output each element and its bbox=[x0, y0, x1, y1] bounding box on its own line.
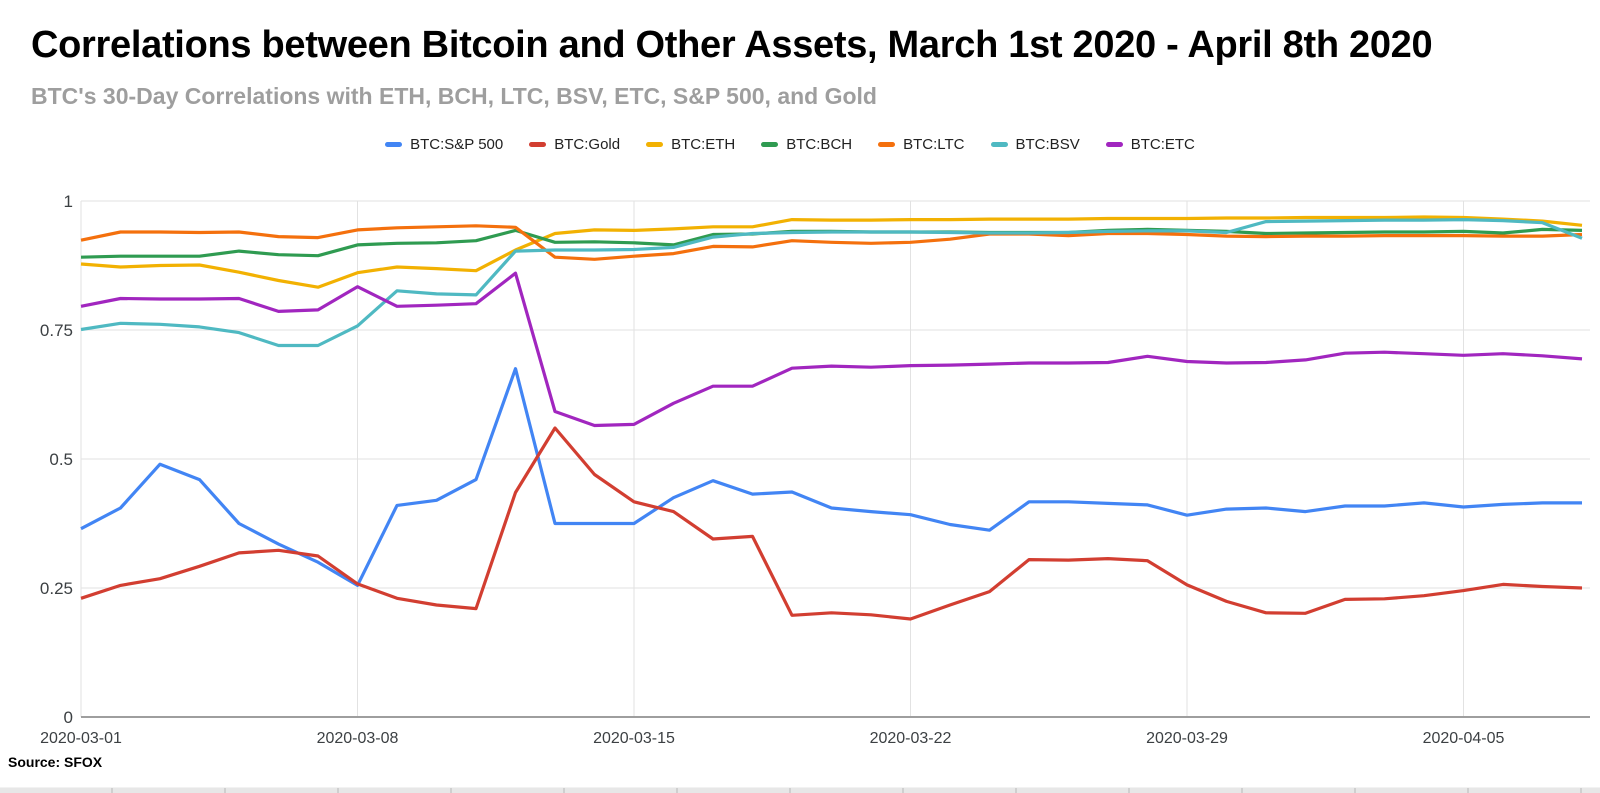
legend-swatch-btc-etc bbox=[1105, 142, 1123, 147]
x-axis-tick-label: 2020-03-22 bbox=[870, 730, 952, 747]
x-axis-tick-label: 2020-04-05 bbox=[1423, 730, 1505, 747]
x-axis-tick-label: 2020-03-08 bbox=[317, 730, 399, 747]
spreadsheet-row-strip bbox=[0, 787, 1600, 793]
legend-label: BTC:BSV bbox=[1015, 136, 1080, 153]
legend-swatch-btc-s-p-500 bbox=[385, 142, 403, 147]
y-axis-tick-label: 0.5 bbox=[49, 450, 73, 469]
series-line-btc-gold bbox=[80, 426, 1583, 621]
legend-item-btc-s-p-500[interactable]: BTC:S&P 500 bbox=[385, 136, 503, 153]
source-note: Source: SFOX bbox=[8, 754, 103, 770]
legend-item-btc-gold[interactable]: BTC:Gold bbox=[529, 136, 620, 153]
series-line-btc-etc bbox=[80, 271, 1583, 428]
chart-subtitle: BTC's 30-Day Correlations with ETH, BCH,… bbox=[31, 83, 877, 109]
y-axis-tick-label: 1 bbox=[64, 192, 73, 211]
legend-item-btc-etc[interactable]: BTC:ETC bbox=[1105, 136, 1195, 153]
legend-swatch-btc-ltc bbox=[878, 142, 896, 147]
x-axis-tick-label: 2020-03-01 bbox=[40, 730, 122, 747]
y-axis-tick-label: 0.25 bbox=[40, 579, 73, 598]
legend-swatch-btc-eth bbox=[646, 142, 664, 147]
x-axis-tick-label: 2020-03-15 bbox=[593, 730, 675, 747]
legend-label: BTC:LTC bbox=[903, 136, 965, 153]
legend-swatch-btc-bch bbox=[761, 142, 779, 147]
legend-label: BTC:ETC bbox=[1130, 136, 1195, 153]
x-axis-tick-label: 2020-03-29 bbox=[1146, 730, 1228, 747]
series-line-btc-s-p-500 bbox=[80, 367, 1582, 588]
legend-swatch-btc-bsv bbox=[990, 142, 1008, 147]
chart-title: Correlations between Bitcoin and Other A… bbox=[31, 24, 1433, 66]
chart-legend: BTC:S&P 500 BTC:Gold BTC:ETH BTC:BCH BTC:LTC… bbox=[0, 136, 1580, 153]
legend-label: BTC:BCH bbox=[786, 136, 853, 153]
series-line-btc-ltc bbox=[80, 224, 1583, 261]
legend-item-btc-bsv[interactable]: BTC:BSV bbox=[990, 136, 1080, 153]
series-line-btc-eth bbox=[80, 215, 1583, 289]
y-axis-tick-label: 0.75 bbox=[40, 321, 73, 340]
y-axis-tick-label: 0 bbox=[64, 708, 73, 727]
legend-label: BTC:Gold bbox=[554, 136, 621, 153]
legend-item-btc-ltc[interactable]: BTC:LTC bbox=[878, 136, 965, 153]
series-line-btc-bsv bbox=[80, 218, 1583, 348]
legend-label: BTC:S&P 500 bbox=[410, 136, 504, 153]
legend-label: BTC:ETH bbox=[671, 136, 736, 153]
legend-item-btc-eth[interactable]: BTC:ETH bbox=[646, 136, 735, 153]
legend-swatch-btc-gold bbox=[529, 142, 547, 147]
legend-item-btc-bch[interactable]: BTC:BCH bbox=[761, 136, 852, 153]
